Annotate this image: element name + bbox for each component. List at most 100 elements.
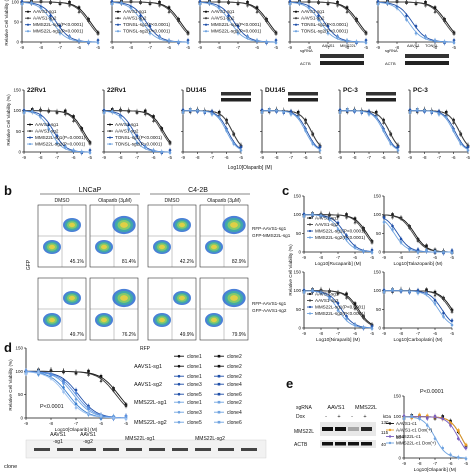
x-tick-label: -7 xyxy=(289,155,293,160)
data-point xyxy=(449,424,452,427)
data-point xyxy=(433,39,437,42)
data-point xyxy=(345,295,348,299)
data-point xyxy=(62,368,65,372)
flow-legend-top: GFP-MMS22L-sg1 xyxy=(252,233,291,238)
flow-plot: 45.1% xyxy=(37,204,87,268)
data-point xyxy=(225,129,228,132)
data-point xyxy=(232,131,236,135)
data-point xyxy=(376,2,380,6)
data-point xyxy=(74,391,78,395)
data-point xyxy=(449,453,452,457)
cell-line-lncap: LNCaP xyxy=(79,187,102,194)
data-point xyxy=(55,109,59,113)
legend-marker xyxy=(294,10,298,13)
data-point xyxy=(450,319,454,322)
blot-group-label: MMS22L-sg2 xyxy=(195,436,225,442)
legend-label: TONSL-sg1(P<0.0001) xyxy=(123,22,170,27)
legend-label: AAVS1-sg1 xyxy=(315,216,339,221)
series-line xyxy=(384,290,453,325)
data-point xyxy=(353,246,357,249)
data-point xyxy=(58,1,62,4)
x-tick-label: -5 xyxy=(96,45,100,50)
row2-chart: -9 -8 -7 -6 -5 DU145 xyxy=(181,87,243,160)
clone-marker xyxy=(217,354,221,358)
data-point xyxy=(328,288,331,292)
y-tick-label: 50 xyxy=(376,231,382,236)
data-point xyxy=(466,149,470,152)
data-point xyxy=(345,215,348,219)
data-point xyxy=(336,290,340,294)
data-point xyxy=(99,374,103,378)
data-point xyxy=(158,0,161,4)
data-point xyxy=(77,10,81,13)
x-tick-label: -9 xyxy=(408,155,412,160)
data-point xyxy=(72,115,75,118)
data-point xyxy=(319,214,323,217)
x-tick-label: -8 xyxy=(399,255,403,260)
x-tick-label: -8 xyxy=(399,331,403,336)
data-point xyxy=(274,41,278,45)
data-point xyxy=(355,19,358,22)
gate-percentage: 49.7% xyxy=(70,332,85,338)
x-tick-label: -5 xyxy=(452,45,456,50)
blot-band xyxy=(366,92,396,96)
x-axis-label: Log10[Olaparib] (M) xyxy=(414,467,457,473)
cell-line-c42b: C4-2B xyxy=(188,187,208,194)
data-point xyxy=(288,2,292,6)
data-point xyxy=(360,110,364,114)
condition-label: Olaparib (3µM) xyxy=(98,198,132,204)
legend-label: AAVS1-sg1 xyxy=(35,122,59,127)
data-point xyxy=(143,145,147,149)
data-point xyxy=(386,1,389,4)
data-point xyxy=(24,369,28,372)
gate-percentage: 49.9% xyxy=(180,332,195,338)
blot-band xyxy=(241,448,257,451)
x-tick-label: -5 xyxy=(364,45,368,50)
panel-title: PC-3 xyxy=(343,87,358,94)
data-point xyxy=(49,0,52,3)
data-point xyxy=(63,112,67,116)
data-point xyxy=(246,36,249,39)
data-point xyxy=(177,40,180,44)
flow-legend-bottom: GFP-AAVS1-sg2 xyxy=(252,308,287,313)
data-point xyxy=(255,39,259,42)
blot-actb-label: ACTB xyxy=(300,61,311,66)
data-point xyxy=(186,31,190,35)
y-tick-label: 150 xyxy=(393,394,401,399)
data-point xyxy=(236,1,240,4)
data-point xyxy=(391,228,394,231)
clone-marker xyxy=(217,364,221,368)
legend-marker xyxy=(308,292,312,296)
x-tick-label: -7 xyxy=(58,45,62,50)
data-point xyxy=(265,19,268,22)
data-point xyxy=(441,446,445,450)
density-blob xyxy=(69,295,75,301)
blot-group-label: MMS22L-sg1 xyxy=(125,436,155,442)
y-tick-label: 0 xyxy=(398,456,401,461)
density-blob xyxy=(69,222,75,228)
data-point xyxy=(160,128,164,132)
data-point xyxy=(181,111,185,114)
legend-label: MMS22L-sg2(P<0.0001) xyxy=(315,235,366,240)
legend-marker xyxy=(108,142,112,146)
data-point xyxy=(442,311,445,315)
density-blob xyxy=(101,244,107,250)
data-point xyxy=(282,110,286,114)
legend-marker xyxy=(204,30,208,33)
blot-band xyxy=(366,98,396,102)
data-point xyxy=(414,31,418,35)
data-point xyxy=(416,239,420,242)
data-point xyxy=(353,217,357,220)
data-point xyxy=(433,414,437,418)
clone-group-label: AAVS1-sg2 xyxy=(134,382,162,388)
flow-plot: 79.9% xyxy=(199,277,249,341)
data-point xyxy=(336,3,339,7)
x-tick-label: -6 xyxy=(224,155,228,160)
x-tick-label: -6 xyxy=(433,331,437,336)
blot-band xyxy=(322,442,333,446)
data-point xyxy=(167,39,171,42)
data-point xyxy=(96,31,100,35)
y-tick-label: 50 xyxy=(18,392,24,397)
data-point xyxy=(148,31,152,35)
legend-marker xyxy=(28,142,32,146)
